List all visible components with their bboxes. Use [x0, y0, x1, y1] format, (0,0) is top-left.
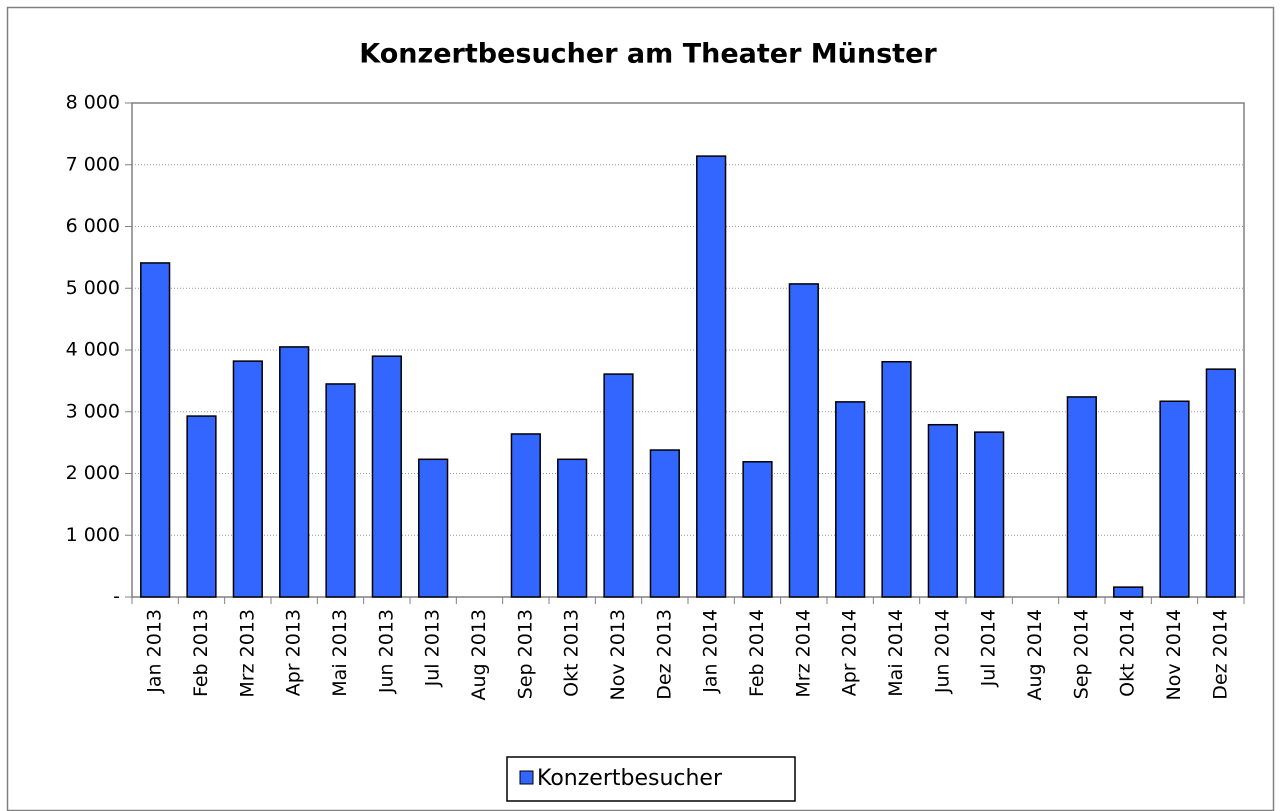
bar — [696, 155, 727, 598]
bar — [742, 461, 773, 598]
x-tick-label: Aug 2014 — [1024, 609, 1046, 701]
bar — [1159, 400, 1190, 598]
legend-label: Konzertbesucher — [537, 766, 723, 791]
x-tick-label: Jul 2014 — [978, 609, 1000, 687]
x-tick-label: Sep 2013 — [514, 609, 536, 699]
bar — [788, 283, 819, 598]
x-tick-label: Mrz 2013 — [236, 609, 258, 698]
y-tick-label: 6 000 — [66, 215, 120, 237]
bar — [1066, 396, 1097, 598]
x-tick-label: Okt 2013 — [561, 609, 583, 697]
x-tick-label: Mrz 2014 — [792, 609, 814, 698]
y-tick-label: 3 000 — [66, 400, 120, 422]
x-tick-label: Okt 2014 — [1117, 609, 1139, 697]
x-tick-label: Mai 2013 — [329, 609, 351, 697]
chart-title: Konzertbesucher am Theater Münster — [359, 39, 937, 70]
x-tick-label: Jul 2013 — [422, 609, 444, 687]
x-tick-label: Jun 2013 — [375, 609, 397, 694]
bar — [927, 423, 958, 598]
legend-swatch — [519, 770, 534, 785]
x-tick-label: Apr 2014 — [839, 609, 861, 696]
y-tick-label: 1 000 — [66, 524, 120, 546]
x-tick-label: Apr 2013 — [283, 609, 305, 696]
bar — [974, 431, 1005, 598]
y-tick-label: 8 000 — [66, 92, 120, 114]
x-tick-label: Mai 2014 — [885, 609, 907, 697]
x-tick-label: Nov 2013 — [607, 609, 629, 700]
bar — [186, 415, 217, 598]
bar — [140, 262, 171, 598]
bar — [881, 360, 912, 598]
x-tick-label: Nov 2014 — [1163, 609, 1185, 700]
chart-frame — [6, 6, 1275, 811]
bar — [1205, 368, 1236, 598]
y-tick-label: 2 000 — [66, 462, 120, 484]
x-tick-label: Dez 2013 — [653, 609, 675, 700]
x-tick-label: Jun 2014 — [931, 609, 953, 694]
bar — [232, 360, 263, 598]
y-tick-label: 7 000 — [66, 153, 120, 175]
bar — [603, 373, 634, 598]
y-tick-label: 5 000 — [66, 277, 120, 299]
bar — [279, 346, 310, 598]
x-tick-label: Sep 2014 — [1070, 609, 1092, 699]
x-tick-label: Aug 2013 — [468, 609, 490, 701]
bar — [418, 458, 449, 598]
bar — [510, 433, 541, 598]
x-tick-label: Feb 2013 — [190, 609, 212, 697]
x-tick-label: Jan 2013 — [144, 609, 166, 694]
bar — [835, 401, 866, 598]
bar — [371, 355, 402, 598]
y-tick-label: - — [113, 586, 120, 608]
y-tick-label: 4 000 — [66, 339, 120, 361]
bar — [649, 449, 680, 598]
legend-box — [506, 756, 796, 802]
bar — [1113, 586, 1144, 598]
bar — [557, 458, 588, 598]
bar — [325, 383, 356, 598]
x-tick-label: Feb 2014 — [746, 609, 768, 697]
x-tick-label: Dez 2014 — [1209, 609, 1231, 700]
x-tick-label: Jan 2014 — [700, 609, 722, 694]
